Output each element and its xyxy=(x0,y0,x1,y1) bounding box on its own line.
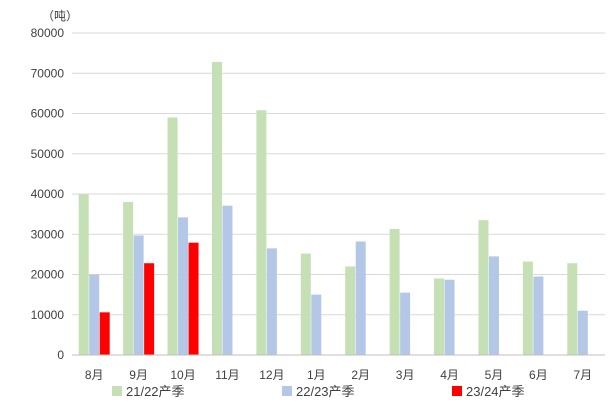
bar-series-1 xyxy=(434,278,445,355)
bar-series-2 xyxy=(133,235,144,355)
x-tick-label: 3月 xyxy=(396,368,415,382)
x-tick-label: 9月 xyxy=(129,368,148,382)
bar-series-2 xyxy=(178,217,189,355)
bar-series-1 xyxy=(78,194,89,355)
bar-series-2 xyxy=(533,276,544,355)
legend: 21/22产季 22/23产季 23/24产季 xyxy=(112,384,525,399)
bar-series-2 xyxy=(400,292,411,355)
x-tick-label: 2月 xyxy=(351,368,370,382)
bar-series-3 xyxy=(99,312,110,355)
bar-series-2 xyxy=(355,241,366,355)
bar-series-2 xyxy=(488,256,499,355)
gridlines xyxy=(72,32,605,316)
x-tick-label: 4月 xyxy=(440,368,459,382)
legend-swatch-3 xyxy=(452,386,462,396)
legend-label-1: 21/22产季 xyxy=(126,384,185,399)
y-tick-label: 50000 xyxy=(31,147,65,161)
y-tick-label: 10000 xyxy=(31,308,65,322)
y-tick-label: 20000 xyxy=(31,268,65,282)
x-tick-label: 12月 xyxy=(259,368,284,382)
bar-series-1 xyxy=(123,202,134,355)
bar-series-2 xyxy=(89,274,100,355)
bar-series-3 xyxy=(144,263,155,355)
bar-series-1 xyxy=(167,117,178,356)
legend-label-3: 23/24产季 xyxy=(466,384,525,399)
bar-series-1 xyxy=(389,229,400,355)
bar-series-2 xyxy=(577,310,588,355)
x-tick-label: 10月 xyxy=(170,368,195,382)
y-tick-label: 30000 xyxy=(31,227,65,241)
y-tick-label: 60000 xyxy=(31,107,65,121)
bar-series-1 xyxy=(256,110,267,355)
x-tick-label: 7月 xyxy=(573,368,592,382)
bar-series-2 xyxy=(222,205,233,355)
y-tick-label: 80000 xyxy=(31,26,65,40)
bar-series-3 xyxy=(188,242,199,355)
bar-series-1 xyxy=(211,61,222,355)
y-tick-label: 0 xyxy=(57,348,64,362)
x-tick-label: 1月 xyxy=(307,368,326,382)
bar-series-1 xyxy=(345,266,356,355)
bar-series-1 xyxy=(522,261,533,355)
y-unit-label: （吨） xyxy=(42,9,78,23)
y-tick-label: 70000 xyxy=(31,66,65,80)
y-tick-label: 40000 xyxy=(31,187,65,201)
x-tick-label: 6月 xyxy=(529,368,548,382)
legend-swatch-2 xyxy=(282,386,292,396)
legend-label-2: 22/23产季 xyxy=(296,384,355,399)
bar-series-1 xyxy=(478,220,489,355)
bar-series-2 xyxy=(266,248,277,355)
bar-series-1 xyxy=(300,253,311,355)
x-tick-label: 11月 xyxy=(215,368,239,382)
bar-series-1 xyxy=(567,263,578,355)
axes: 0 10000 20000 30000 40000 50000 60000 70000 8000… xyxy=(31,26,605,382)
x-tick-label: 5月 xyxy=(485,368,504,382)
bar-series-2 xyxy=(311,294,322,355)
bar-series-2 xyxy=(444,279,455,355)
bars xyxy=(78,61,588,356)
x-tick-label: 8月 xyxy=(85,368,104,382)
legend-swatch-1 xyxy=(112,386,122,396)
